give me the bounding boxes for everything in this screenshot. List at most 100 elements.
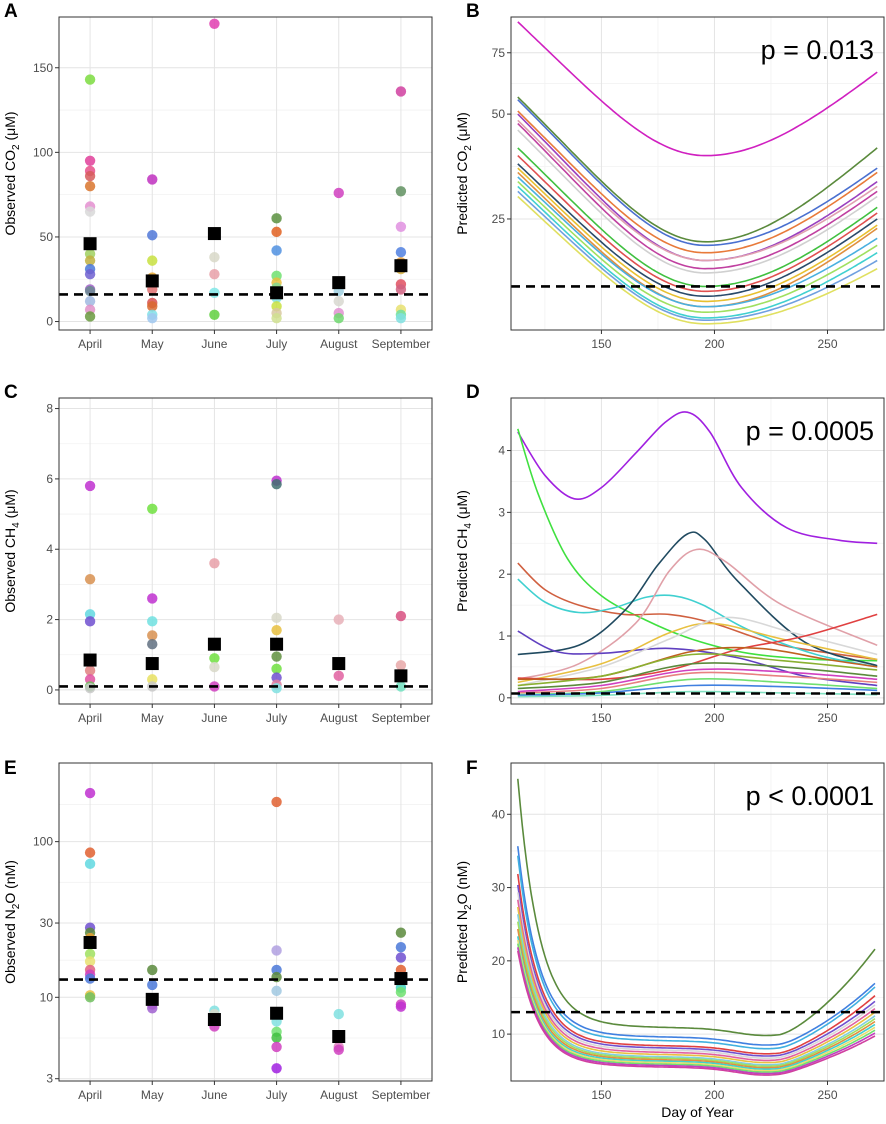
panel-border xyxy=(510,397,885,705)
y-axis-title-part: (μM) xyxy=(454,490,470,523)
x-tick-label: 150 xyxy=(591,711,611,725)
data-point xyxy=(84,847,96,858)
y-axis-title: Observed N2O (nM) xyxy=(2,860,22,984)
x-tick-label: 150 xyxy=(591,337,611,351)
y-axis-title-subscript: 4 xyxy=(11,522,22,528)
series-line xyxy=(517,906,876,1064)
series-line xyxy=(517,155,878,293)
data-point xyxy=(395,952,407,963)
x-tick-label: 250 xyxy=(817,1088,837,1102)
data-point xyxy=(271,945,282,956)
mean-marker xyxy=(270,637,284,651)
y-tick-label: 50 xyxy=(40,230,54,244)
data-point xyxy=(84,180,96,192)
panel-border xyxy=(58,16,433,331)
series-line xyxy=(517,96,878,243)
series-line xyxy=(517,176,878,308)
data-point xyxy=(395,681,407,692)
panel-border xyxy=(510,762,885,1082)
panel-E: 3 10 30 100 April May June July August September O… xyxy=(2,762,433,1102)
series-line xyxy=(517,899,876,1062)
data-point xyxy=(271,985,282,997)
mean-marker xyxy=(332,1030,346,1044)
plot-area xyxy=(511,21,884,325)
x-tick-label: May xyxy=(141,711,164,725)
panel-B: 25 50 75 150 200 250 p = 0.013 Predicted CO2 (μ… xyxy=(454,16,885,351)
series-line xyxy=(517,921,876,1068)
data-point xyxy=(333,1044,344,1056)
data-point xyxy=(84,948,96,960)
data-point xyxy=(209,252,220,263)
data-point xyxy=(395,186,407,197)
x-tick-label: September xyxy=(372,1088,431,1102)
y-tick-label: 100 xyxy=(33,145,53,159)
y-axis-title: Observed CH4 (μM) xyxy=(2,489,22,612)
data-point xyxy=(147,174,158,185)
series-line xyxy=(517,630,878,687)
series-line xyxy=(517,181,878,314)
data-point xyxy=(395,927,407,938)
x-tick-label: April xyxy=(78,711,102,725)
data-point xyxy=(84,665,96,676)
data-point xyxy=(333,187,344,199)
data-point xyxy=(84,74,96,85)
mean-marker xyxy=(145,657,159,671)
series-line xyxy=(517,110,878,254)
y-tick-label: 25 xyxy=(492,212,506,226)
data-point xyxy=(84,682,96,694)
y-axis-title-subscript: 2 xyxy=(11,903,22,909)
panel-A: 0 50 100 150 April May June July August September… xyxy=(2,16,433,351)
mean-marker xyxy=(207,637,221,651)
y-axis-title-part: Observed N xyxy=(2,909,18,984)
y-axis-title-part: Observed CH xyxy=(2,528,18,613)
mean-marker xyxy=(83,237,97,251)
y-axis-title-part: O (nM) xyxy=(2,860,18,904)
series-line xyxy=(517,167,878,303)
y-tick-label: 30 xyxy=(492,881,506,895)
data-point xyxy=(84,311,96,322)
panel-border xyxy=(510,16,885,331)
x-tick-label: April xyxy=(78,337,102,351)
data-point xyxy=(271,1063,282,1074)
series-line xyxy=(517,943,876,1073)
series-line xyxy=(517,914,876,1066)
panel-label-D: D xyxy=(466,382,480,403)
y-tick-label: 2 xyxy=(46,613,53,627)
y-tick-label: 4 xyxy=(498,444,505,458)
y-tick-label: 10 xyxy=(40,990,54,1004)
data-point xyxy=(84,858,96,870)
y-tick-label: 8 xyxy=(46,402,53,416)
series-line xyxy=(517,873,876,1055)
x-tick-label: 250 xyxy=(817,711,837,725)
data-point xyxy=(271,624,282,636)
mean-marker xyxy=(270,286,284,300)
y-axis-title: Predicted CO2 (μM) xyxy=(454,112,474,235)
x-tick-label: June xyxy=(201,711,227,725)
x-tick-label: 200 xyxy=(704,1088,724,1102)
series-line xyxy=(517,947,876,1075)
data-point xyxy=(271,612,282,624)
data-point xyxy=(84,956,96,967)
data-point xyxy=(209,18,220,29)
series-line xyxy=(517,113,878,262)
data-point xyxy=(147,964,158,976)
data-point xyxy=(84,616,96,627)
y-axis-title-subscript: 4 xyxy=(463,523,474,529)
series-line xyxy=(517,778,876,1037)
data-point xyxy=(333,312,344,324)
data-point xyxy=(395,1001,407,1012)
series-line xyxy=(517,531,878,667)
x-tick-label: 200 xyxy=(704,711,724,725)
data-point xyxy=(395,610,407,622)
plot-area xyxy=(59,787,432,1074)
series-line xyxy=(517,928,876,1069)
y-tick-label: 4 xyxy=(46,542,53,556)
series-line xyxy=(517,939,876,1072)
data-point xyxy=(84,206,96,217)
data-point xyxy=(333,1008,344,1020)
y-axis-title-subscript: 2 xyxy=(463,904,474,910)
series-line xyxy=(517,122,878,270)
mean-marker xyxy=(145,274,159,288)
mean-marker xyxy=(394,972,408,986)
